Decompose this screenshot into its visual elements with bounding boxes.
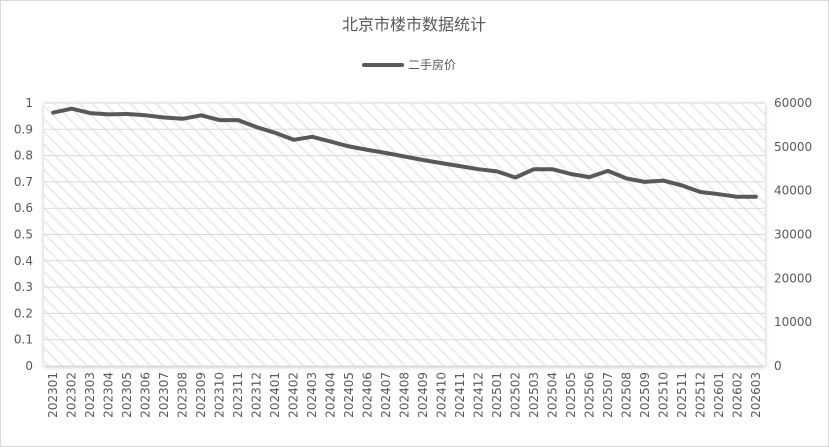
- y-axis-left: 0 0.1 0.2 0.3 0.4 0.5 0.6 0.7 0.8 0.9 1: [14, 96, 33, 373]
- x-tick-label: 202602: [730, 372, 744, 418]
- x-tick-label: 202401: [268, 372, 282, 418]
- y-left-tick-label: 0.2: [14, 306, 33, 320]
- series-line: [51, 106, 758, 199]
- x-tick-label: 202601: [712, 372, 726, 418]
- x-tick-label: 202502: [508, 372, 522, 418]
- y-left-tick-label: 0.5: [14, 228, 33, 242]
- x-tick-label: 202410: [434, 372, 448, 418]
- y-left-tick-label: 0.9: [14, 122, 33, 136]
- x-tick-label: 202304: [102, 372, 116, 418]
- x-tick-label: 202308: [176, 372, 190, 418]
- x-tick-label: 202305: [120, 372, 134, 418]
- x-tick-label: 202603: [749, 372, 763, 418]
- x-tick-label: 202404: [324, 372, 338, 418]
- x-tick-label: 202307: [157, 372, 171, 418]
- x-tick-label: 202411: [453, 372, 467, 418]
- x-tick-label: 202504: [545, 372, 559, 418]
- y-left-tick-label: 0: [25, 359, 33, 373]
- y-left-tick-label: 0.4: [14, 254, 33, 268]
- x-tick-label: 202412: [471, 372, 485, 418]
- y-right-tick-label: 40000: [774, 184, 812, 198]
- y-right-tick-label: 60000: [774, 96, 812, 110]
- y-left-tick-label: 0.6: [14, 201, 33, 215]
- y-left-tick-label: 1: [25, 96, 33, 110]
- y-left-tick-label: 0.8: [14, 149, 33, 163]
- series-layer: [51, 106, 758, 199]
- y-left-tick-label: 0.1: [14, 333, 33, 347]
- x-tick-label: 202511: [675, 372, 689, 418]
- y-right-tick-label: 50000: [774, 140, 812, 154]
- x-tick-label: 202405: [342, 372, 356, 418]
- legend-label: 二手房价: [408, 57, 456, 72]
- x-tick-label: 202312: [250, 372, 264, 418]
- y-right-tick-label: 0: [774, 359, 782, 373]
- x-tick-label: 202503: [527, 372, 541, 418]
- x-tick-label: 202310: [213, 372, 227, 418]
- x-tick-label: 202508: [619, 372, 633, 418]
- x-tick-label: 202512: [693, 372, 707, 418]
- x-tick-label: 202501: [490, 372, 504, 418]
- x-tick-label: 202407: [379, 372, 393, 418]
- y-left-tick-label: 0.3: [14, 280, 33, 294]
- y-right-tick-label: 20000: [774, 271, 812, 285]
- x-tick-label: 202505: [564, 372, 578, 418]
- x-tick-label: 202510: [656, 372, 670, 418]
- y-axis-right: 0 10000 20000 30000 40000 50000 60000: [774, 96, 812, 373]
- x-tick-label: 202309: [194, 372, 208, 418]
- x-axis: 202301 202302 202303 202304 202305 202306 2023…: [46, 372, 763, 418]
- y-right-tick-label: 30000: [774, 228, 812, 242]
- x-tick-label: 202302: [65, 372, 79, 418]
- x-tick-label: 202306: [139, 372, 153, 418]
- y-right-tick-label: 10000: [774, 315, 812, 329]
- x-tick-label: 202406: [361, 372, 375, 418]
- x-tick-label: 202311: [231, 372, 245, 418]
- chart-title: 北京市楼市数据统计: [342, 15, 486, 34]
- x-tick-label: 202303: [83, 372, 97, 418]
- x-tick-label: 202506: [582, 372, 596, 418]
- x-tick-label: 202509: [638, 372, 652, 418]
- legend: 二手房价: [362, 57, 456, 72]
- x-tick-label: 202403: [305, 372, 319, 418]
- x-tick-label: 202507: [601, 372, 615, 418]
- x-tick-label: 202408: [398, 372, 412, 418]
- x-tick-label: 202402: [287, 372, 301, 418]
- y-left-tick-label: 0.7: [14, 175, 33, 189]
- x-tick-label: 202301: [46, 372, 60, 418]
- x-tick-label: 202409: [416, 372, 430, 418]
